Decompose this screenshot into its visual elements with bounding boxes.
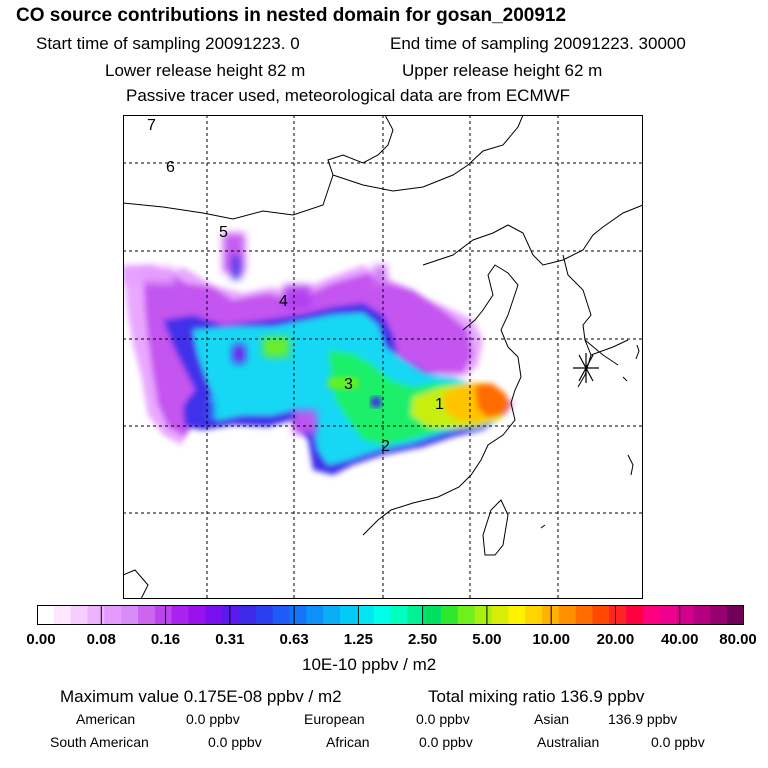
colorbar-tick-label: 40.00 bbox=[660, 631, 699, 648]
colorbar-cell bbox=[104, 605, 122, 625]
colorbar-cell bbox=[525, 605, 543, 625]
colorbar-cell bbox=[474, 605, 493, 625]
colorbar-cell bbox=[710, 605, 728, 625]
colorbar-cell bbox=[340, 605, 358, 625]
colorbar-cell bbox=[239, 605, 257, 625]
colorbar-cell bbox=[643, 605, 661, 625]
region-australian-value: 0.0 ppbv bbox=[651, 734, 705, 750]
trajectory-label-4: 4 bbox=[279, 293, 288, 310]
start-time-label: Start time of sampling 20091223. 0 bbox=[36, 34, 300, 53]
colorbar-cell bbox=[272, 605, 291, 625]
region-american-label: American bbox=[76, 711, 136, 727]
colorbar-cell bbox=[626, 605, 644, 625]
region-south-american-label: South American bbox=[50, 734, 149, 750]
trajectory-label-7: 7 bbox=[147, 117, 156, 134]
colorbar-cell bbox=[188, 605, 206, 625]
colorbar-cell bbox=[138, 605, 156, 625]
colorbar-cell bbox=[693, 605, 711, 625]
colorbar-tick-label: 2.50 bbox=[408, 631, 438, 648]
trajectory-label-1: 1 bbox=[435, 396, 444, 413]
trajectory-label-3: 3 bbox=[344, 376, 353, 393]
colorbar-cell bbox=[592, 605, 610, 625]
colorbar-tick-label: 0.16 bbox=[150, 631, 181, 648]
colorbar-unit: 10E-10 ppbv / m2 bbox=[302, 655, 437, 674]
region-asian-value: 136.9 ppbv bbox=[608, 711, 678, 727]
colorbar-cell bbox=[53, 605, 72, 625]
colorbar-cell bbox=[727, 605, 744, 625]
colorbar-cell bbox=[37, 605, 55, 625]
concentration-plume bbox=[123, 233, 513, 475]
colorbar-cell bbox=[390, 605, 408, 625]
colorbar-tick-label: 20.00 bbox=[596, 631, 635, 648]
grid-lines bbox=[123, 115, 643, 599]
colorbar-cell bbox=[676, 605, 695, 625]
colorbar-cell bbox=[424, 605, 442, 625]
trajectory-label-5: 5 bbox=[219, 224, 228, 241]
region-south-american-value: 0.0 ppbv bbox=[208, 734, 262, 750]
colorbar-cell bbox=[121, 605, 139, 625]
colorbar bbox=[37, 605, 744, 625]
colorbar-tick-label: 10.00 bbox=[532, 631, 570, 648]
region-african-label: African bbox=[326, 734, 370, 750]
map-panel: 7 6 5 4 3 1 2 bbox=[123, 115, 643, 599]
colorbar-cell bbox=[609, 605, 627, 625]
colorbar-tick-label: 1.25 bbox=[343, 631, 373, 648]
colorbar-cell bbox=[255, 605, 274, 625]
colorbar-tick-label: 5.00 bbox=[472, 631, 502, 648]
colorbar-tick-label: 0.63 bbox=[279, 631, 309, 648]
colorbar-cell bbox=[222, 605, 240, 625]
region-asian-label: Asian bbox=[534, 711, 570, 727]
total-mixing-label: Total mixing ratio 136.9 ppbv bbox=[428, 687, 645, 706]
colorbar-cell bbox=[87, 605, 105, 625]
trajectory-label-6: 6 bbox=[166, 159, 175, 176]
colorbar-tick-label: 0.00 bbox=[26, 631, 56, 648]
colorbar-cell bbox=[457, 605, 476, 625]
colorbar-cell bbox=[356, 605, 375, 625]
colorbar-cell bbox=[491, 605, 509, 625]
end-time-label: End time of sampling 20091223. 30000 bbox=[390, 34, 686, 53]
map-frame bbox=[123, 115, 643, 599]
region-australian-label: Australian bbox=[537, 734, 600, 750]
colorbar-cell bbox=[575, 605, 594, 625]
colorbar-cell bbox=[205, 605, 223, 625]
trajectory-label-2: 2 bbox=[381, 438, 390, 455]
colorbar-cell bbox=[306, 605, 324, 625]
region-european-label: European bbox=[304, 711, 365, 727]
colorbar-cell bbox=[558, 605, 577, 625]
colorbar-cell bbox=[323, 605, 341, 625]
colorbar-tick-label: 0.08 bbox=[86, 631, 116, 648]
colorbar-cell bbox=[154, 605, 173, 625]
max-value-label: Maximum value 0.175E-08 ppbv / m2 bbox=[60, 687, 342, 706]
colorbar-cell bbox=[289, 605, 307, 625]
upper-height-label: Upper release height 62 m bbox=[402, 61, 603, 80]
region-african-value: 0.0 ppbv bbox=[419, 734, 473, 750]
colorbar-cell bbox=[373, 605, 392, 625]
receptor-asterisk-icon bbox=[573, 353, 599, 383]
page-title: CO source contributions in nested domain… bbox=[16, 5, 567, 26]
tracer-note: Passive tracer used, meteorological data… bbox=[126, 86, 571, 105]
region-american-value: 0.0 ppbv bbox=[186, 711, 240, 727]
lower-height-label: Lower release height 82 m bbox=[105, 61, 306, 80]
colorbar-cell bbox=[508, 605, 526, 625]
colorbar-cell bbox=[171, 605, 190, 625]
colorbar-cell bbox=[659, 605, 678, 625]
colorbar-cell bbox=[70, 605, 89, 625]
colorbar-tick-label: 0.31 bbox=[215, 631, 245, 648]
colorbar-cell bbox=[407, 605, 425, 625]
colorbar-cell bbox=[441, 605, 459, 625]
colorbar-tick-label: 80.00 bbox=[719, 631, 757, 648]
plume-red bbox=[475, 383, 511, 417]
region-european-value: 0.0 ppbv bbox=[416, 711, 470, 727]
